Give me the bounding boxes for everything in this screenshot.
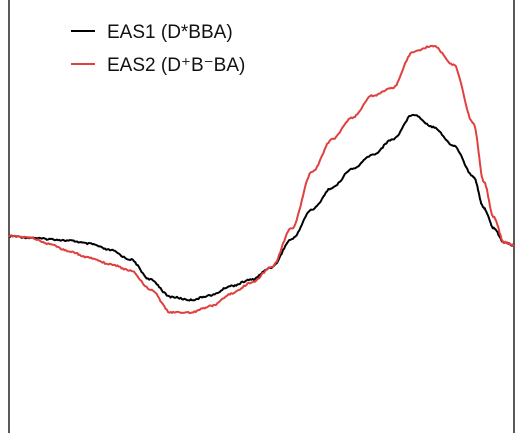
series-line-2 <box>9 46 514 313</box>
legend-label-eas2: EAS2 (D⁺B⁻BA) <box>107 55 245 76</box>
legend-label-eas1: EAS1 (D*BBA) <box>107 22 233 43</box>
legend: EAS1 (D*BBA) EAS2 (D⁺B⁻BA) <box>71 22 245 76</box>
series-layer <box>9 46 514 313</box>
series-line-1 <box>9 115 514 301</box>
